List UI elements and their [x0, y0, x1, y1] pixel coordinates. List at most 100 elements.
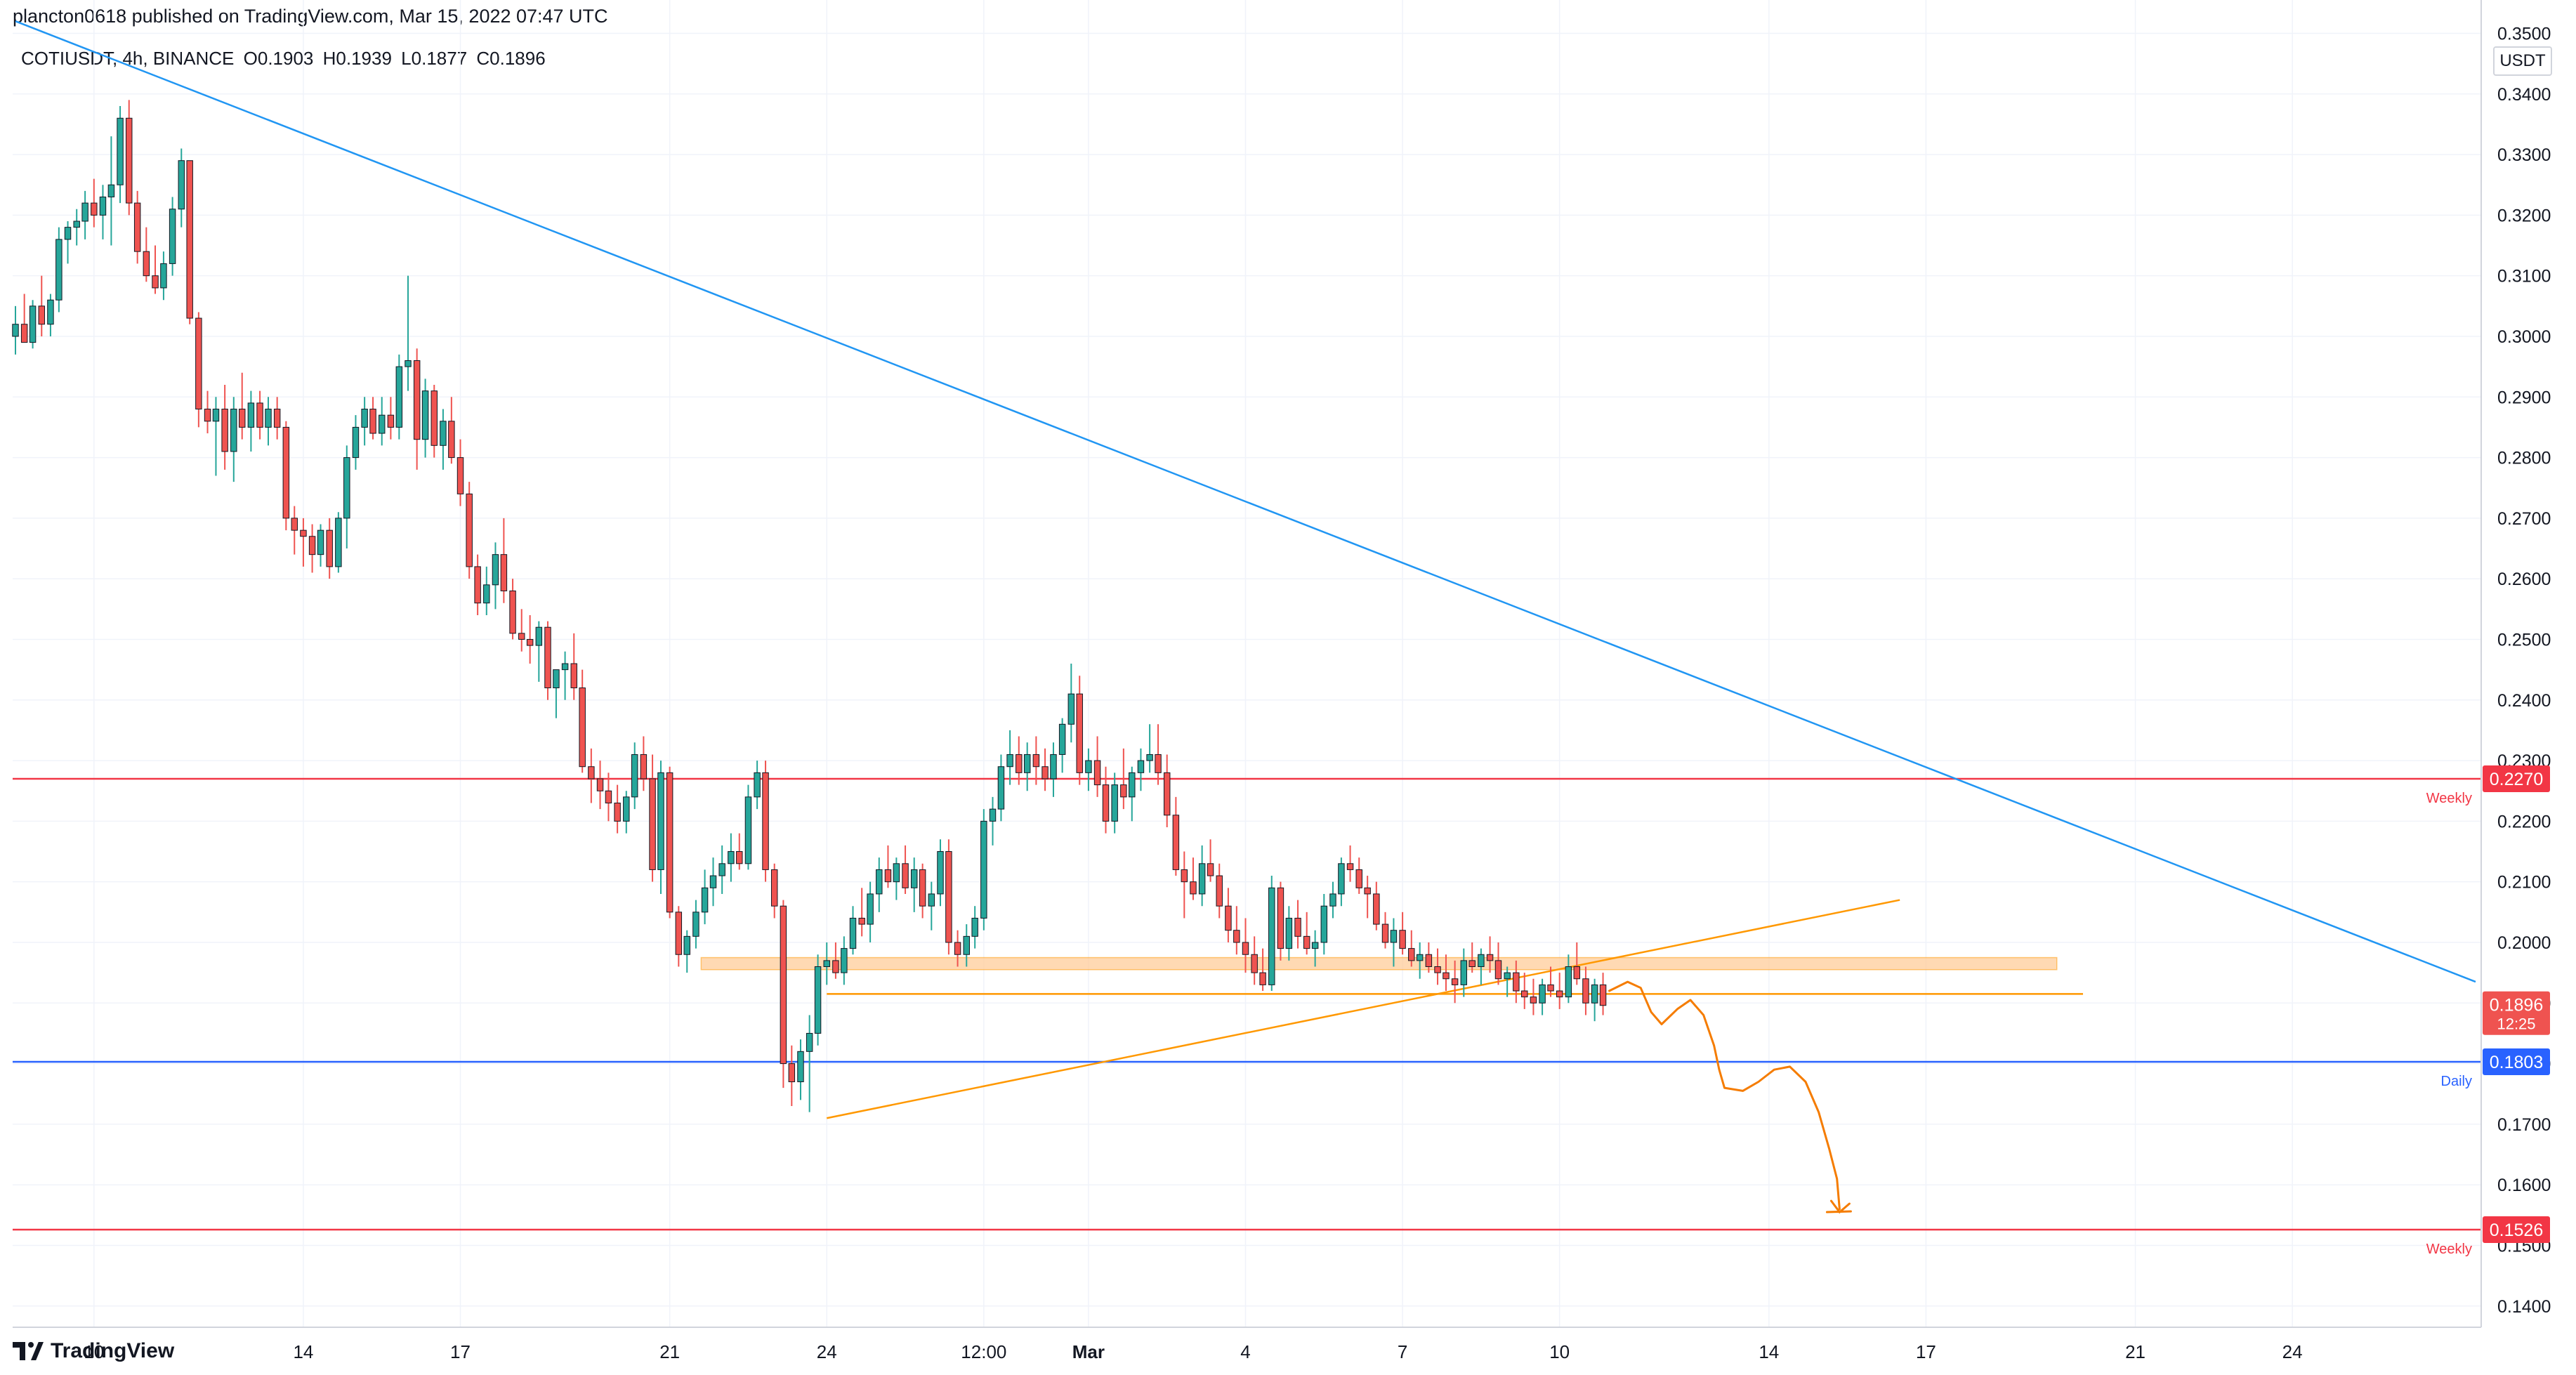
y-tick-label: 0.3300 — [2497, 145, 2551, 165]
candle-body — [797, 1051, 804, 1082]
candle-body — [814, 966, 822, 1034]
tradingview-logo[interactable]: TradingView — [13, 1339, 174, 1363]
candle-body — [308, 536, 316, 555]
candle — [1355, 857, 1362, 894]
candle-body — [1233, 930, 1240, 943]
candle — [1565, 954, 1572, 1004]
candle — [1486, 936, 1494, 973]
candle-body — [1521, 990, 1528, 998]
candle-body — [1582, 978, 1589, 1004]
candle-body — [1303, 935, 1310, 949]
candle-body — [1181, 869, 1188, 883]
candle — [1251, 936, 1258, 985]
candle — [963, 924, 970, 967]
candle — [954, 930, 961, 967]
candle — [204, 390, 211, 434]
candle-body — [1067, 693, 1075, 725]
candle — [1329, 881, 1336, 919]
candle — [221, 385, 228, 470]
candle-body — [788, 1063, 796, 1082]
candle-body — [1416, 954, 1424, 961]
candles — [12, 100, 1607, 1112]
candle — [387, 397, 395, 440]
candle — [544, 621, 551, 700]
candle — [1451, 960, 1459, 1004]
price-axis[interactable]: 0.14000.15000.16000.17000.18000.19000.20… — [2497, 24, 2551, 1316]
candle-body — [1207, 863, 1214, 876]
candle-body — [1320, 905, 1328, 943]
candle-body — [754, 772, 761, 798]
candle-body — [448, 421, 455, 459]
candle — [1346, 845, 1354, 882]
candle — [806, 1015, 813, 1112]
candle-body — [544, 626, 551, 689]
candle-body — [1277, 887, 1284, 949]
candle-body — [395, 366, 403, 428]
candle — [38, 275, 45, 336]
candle-body — [683, 935, 690, 955]
candle-body — [1016, 754, 1023, 773]
candle — [1137, 748, 1145, 791]
candle — [876, 857, 883, 912]
candle — [588, 748, 595, 803]
candle — [47, 294, 54, 336]
level-name: Weekly — [2426, 791, 2472, 806]
candle-body — [1486, 954, 1494, 961]
candle — [1599, 973, 1607, 1015]
candle-body — [1591, 984, 1598, 1004]
candle — [1259, 948, 1266, 992]
candle — [971, 906, 978, 949]
candle — [369, 397, 376, 440]
candle-body — [1129, 772, 1136, 798]
candle — [291, 506, 298, 555]
candle-body — [963, 935, 970, 955]
candle-body — [701, 887, 709, 913]
candle — [623, 791, 630, 834]
candle — [945, 839, 952, 955]
y-tick-label: 0.2900 — [2497, 388, 2551, 407]
candle — [1504, 966, 1511, 997]
candle — [1416, 942, 1424, 979]
candle-body — [117, 117, 124, 185]
candle-body — [553, 669, 560, 689]
candle — [1556, 973, 1563, 1009]
candle-body — [823, 960, 830, 968]
candle — [326, 518, 333, 579]
candle-body — [1285, 917, 1293, 949]
candle-body — [657, 772, 664, 870]
candle — [631, 742, 638, 810]
candle — [579, 669, 586, 773]
candle — [117, 106, 124, 204]
level-price-tag — [2483, 1216, 2550, 1244]
candle-body — [614, 802, 621, 822]
candle-body — [466, 493, 473, 567]
y-tick-label: 0.1400 — [2497, 1297, 2551, 1317]
candle — [1539, 978, 1546, 1015]
support-zone-rect — [700, 956, 2058, 971]
candle — [1032, 736, 1040, 785]
candle-body — [73, 221, 80, 228]
candle-body — [1478, 954, 1485, 968]
level-price-label: 0.2270 — [2490, 770, 2543, 789]
candle-body — [1373, 893, 1380, 925]
candle — [265, 397, 272, 446]
candle — [1163, 754, 1171, 828]
candle-body — [980, 820, 987, 919]
candle — [421, 379, 429, 458]
candle-body — [1120, 784, 1127, 798]
y-tick-label: 0.3200 — [2497, 206, 2551, 225]
candle-body — [47, 299, 54, 325]
time-axis[interactable]: 10 14 17 21 24 12:00 Mar 4 7 10 14 17 21 24 — [84, 1341, 2302, 1362]
candle-body — [709, 875, 717, 888]
candle — [378, 397, 386, 446]
candle-body — [421, 390, 429, 440]
currency-badge[interactable]: USDT — [2493, 46, 2552, 76]
candle-body — [431, 390, 438, 446]
candle-body — [1093, 760, 1101, 786]
candle-body — [1390, 930, 1398, 943]
candle — [1233, 906, 1240, 955]
candle-body — [971, 917, 978, 937]
candle-body — [81, 202, 88, 222]
candle — [238, 372, 246, 440]
